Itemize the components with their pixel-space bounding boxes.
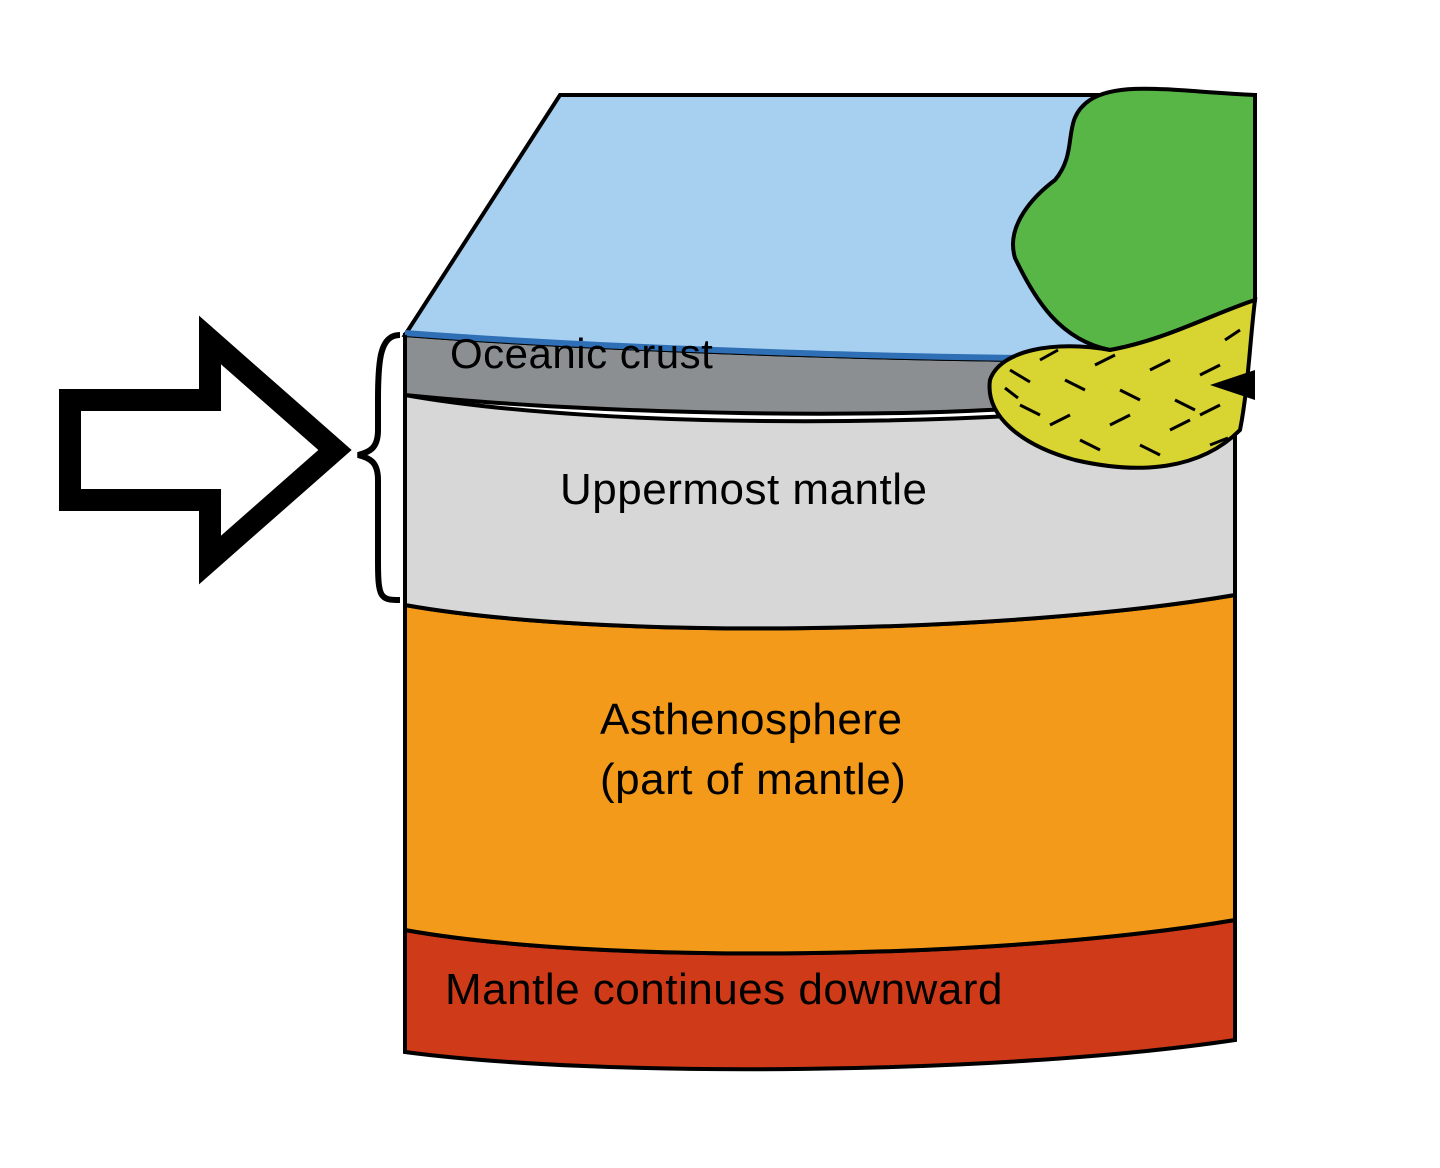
label-asthenosphere-sub: (part of mantle)	[600, 755, 906, 805]
lithosphere-arrow-icon	[70, 340, 335, 560]
label-oceanic-crust: Oceanic crust	[450, 330, 713, 378]
diagram-stage: Oceanic crust Uppermost mantle Asthenosp…	[0, 0, 1440, 1168]
label-uppermost-mantle: Uppermost mantle	[560, 465, 927, 515]
lithosphere-brace	[358, 335, 400, 600]
label-mantle-downward: Mantle continues downward	[445, 965, 1003, 1015]
label-asthenosphere: Asthenosphere	[600, 695, 903, 745]
